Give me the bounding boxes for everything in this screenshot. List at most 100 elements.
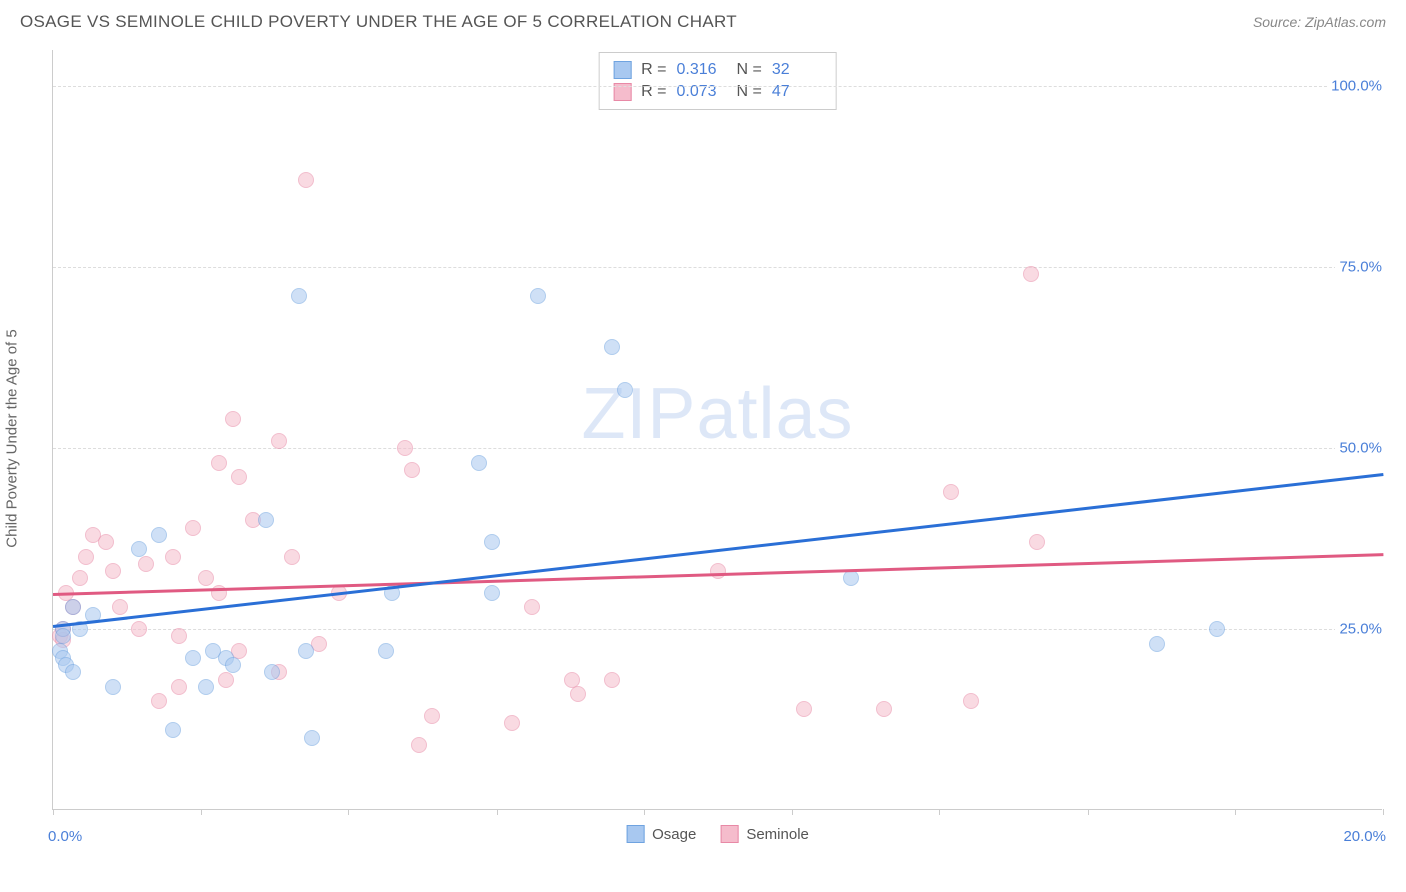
x-axis-max-label: 20.0% bbox=[1343, 828, 1386, 845]
data-point bbox=[284, 549, 300, 565]
data-point bbox=[211, 455, 227, 471]
data-point bbox=[298, 643, 314, 659]
grid-line bbox=[53, 448, 1382, 449]
data-point bbox=[225, 657, 241, 673]
stat-r-label: R = bbox=[641, 61, 666, 79]
data-point bbox=[151, 527, 167, 543]
grid-line bbox=[53, 629, 1382, 630]
data-point bbox=[185, 520, 201, 536]
data-point bbox=[484, 534, 500, 550]
data-point bbox=[1209, 621, 1225, 637]
data-point bbox=[397, 440, 413, 456]
data-point bbox=[165, 549, 181, 565]
data-point bbox=[796, 701, 812, 717]
data-point bbox=[171, 679, 187, 695]
data-point bbox=[218, 672, 234, 688]
correlation-stats-box: R = 0.316 N = 32 R =0.073N =47 bbox=[598, 52, 837, 110]
y-axis-title: Child Poverty Under the Age of 5 bbox=[4, 329, 21, 547]
data-point bbox=[1149, 636, 1165, 652]
data-point bbox=[710, 563, 726, 579]
x-tick bbox=[1383, 809, 1384, 815]
data-point bbox=[524, 599, 540, 615]
stats-row: R =0.073N =47 bbox=[613, 81, 822, 103]
data-point bbox=[55, 628, 71, 644]
data-point bbox=[165, 722, 181, 738]
data-point bbox=[258, 512, 274, 528]
data-point bbox=[198, 570, 214, 586]
legend-swatch bbox=[613, 61, 631, 79]
x-tick bbox=[939, 809, 940, 815]
data-point bbox=[604, 672, 620, 688]
data-point bbox=[298, 172, 314, 188]
chart-title: OSAGE VS SEMINOLE CHILD POVERTY UNDER TH… bbox=[20, 12, 737, 32]
legend-swatch bbox=[626, 825, 644, 843]
data-point bbox=[471, 455, 487, 471]
data-point bbox=[185, 650, 201, 666]
data-point bbox=[65, 599, 81, 615]
data-point bbox=[138, 556, 154, 572]
data-point bbox=[1029, 534, 1045, 550]
trend-line bbox=[53, 473, 1383, 627]
data-point bbox=[291, 288, 307, 304]
data-point bbox=[225, 411, 241, 427]
data-point bbox=[304, 730, 320, 746]
x-tick bbox=[497, 809, 498, 815]
data-point bbox=[424, 708, 440, 724]
y-tick-label: 25.0% bbox=[1335, 621, 1386, 638]
data-point bbox=[131, 541, 147, 557]
x-tick bbox=[348, 809, 349, 815]
data-point bbox=[604, 339, 620, 355]
data-point bbox=[411, 737, 427, 753]
data-point bbox=[151, 693, 167, 709]
legend-item: Osage bbox=[626, 825, 696, 843]
stats-row: R = 0.316 N = 32 bbox=[613, 59, 822, 81]
x-tick bbox=[201, 809, 202, 815]
x-tick bbox=[1235, 809, 1236, 815]
data-point bbox=[78, 549, 94, 565]
grid-line bbox=[53, 86, 1382, 87]
legend-label: Seminole bbox=[746, 826, 809, 843]
y-tick-label: 75.0% bbox=[1335, 259, 1386, 276]
y-tick-label: 50.0% bbox=[1335, 440, 1386, 457]
x-axis-min-label: 0.0% bbox=[48, 828, 82, 845]
data-point bbox=[72, 570, 88, 586]
data-point bbox=[484, 585, 500, 601]
data-point bbox=[105, 679, 121, 695]
trend-line bbox=[53, 553, 1383, 595]
data-point bbox=[963, 693, 979, 709]
x-tick bbox=[53, 809, 54, 815]
legend-label: Osage bbox=[652, 826, 696, 843]
data-point bbox=[1023, 266, 1039, 282]
data-point bbox=[131, 621, 147, 637]
data-point bbox=[65, 664, 81, 680]
data-point bbox=[271, 433, 287, 449]
series-legend: Osage Seminole bbox=[626, 825, 809, 843]
data-point bbox=[231, 469, 247, 485]
data-point bbox=[171, 628, 187, 644]
x-tick bbox=[1088, 809, 1089, 815]
chart-source: Source: ZipAtlas.com bbox=[1253, 14, 1386, 30]
data-point bbox=[98, 534, 114, 550]
data-point bbox=[378, 643, 394, 659]
stat-n-label: N = bbox=[737, 61, 762, 79]
data-point bbox=[530, 288, 546, 304]
data-point bbox=[404, 462, 420, 478]
y-tick-label: 100.0% bbox=[1327, 78, 1386, 95]
data-point bbox=[264, 664, 280, 680]
data-point bbox=[105, 563, 121, 579]
grid-line bbox=[53, 267, 1382, 268]
data-point bbox=[198, 679, 214, 695]
stat-n-value: 32 bbox=[772, 61, 822, 79]
x-tick bbox=[792, 809, 793, 815]
stat-r-value: 0.316 bbox=[677, 61, 727, 79]
legend-swatch bbox=[720, 825, 738, 843]
data-point bbox=[843, 570, 859, 586]
legend-item: Seminole bbox=[720, 825, 809, 843]
data-point bbox=[504, 715, 520, 731]
data-point bbox=[570, 686, 586, 702]
scatter-chart: ZIPatlas R =0.316N =32R =0.073N =47 Osag… bbox=[52, 50, 1382, 810]
data-point bbox=[112, 599, 128, 615]
data-point bbox=[943, 484, 959, 500]
data-point bbox=[876, 701, 892, 717]
x-tick bbox=[644, 809, 645, 815]
